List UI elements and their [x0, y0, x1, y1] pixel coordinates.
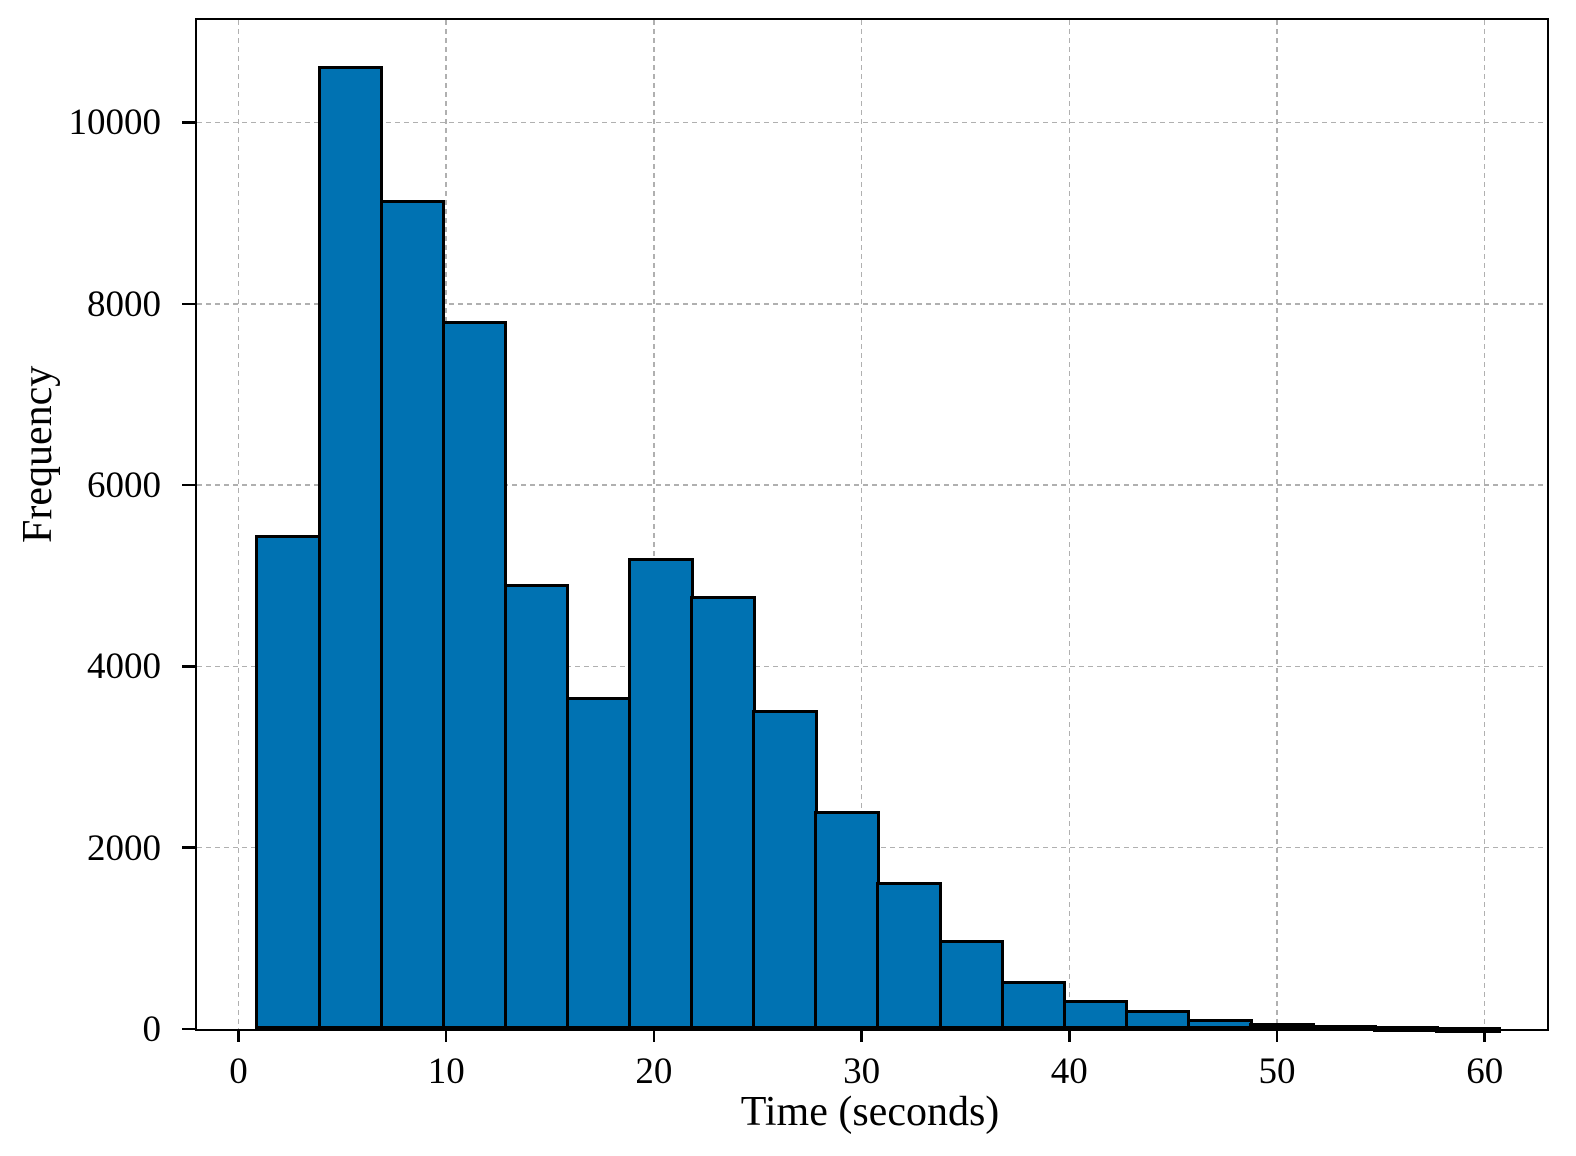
x-tick: [1483, 1029, 1486, 1042]
x-tick-label: 60: [1466, 1051, 1504, 1092]
y-tick-label: 0: [142, 1009, 162, 1050]
histogram-bar: [752, 709, 818, 1029]
x-tick: [1275, 1029, 1279, 1042]
histogram-bar: [1311, 1024, 1377, 1031]
histogram-bar: [317, 66, 384, 1029]
x-tick-label: 20: [635, 1051, 673, 1092]
y-gridline: [197, 121, 1547, 124]
x-tick: [652, 1029, 656, 1042]
histogram-bar: [1249, 1023, 1315, 1030]
histogram-bar: [690, 595, 756, 1029]
x-tick-label: 30: [843, 1051, 881, 1092]
y-tick-label: 2000: [87, 827, 161, 869]
y-gridline: [197, 665, 1547, 668]
histogram-bar: [814, 811, 880, 1029]
histogram-bar: [1373, 1026, 1439, 1033]
histogram-bar: [503, 583, 570, 1029]
histogram-bar: [379, 200, 446, 1029]
x-gridline: [1276, 20, 1278, 1029]
y-tick-label: 8000: [87, 283, 161, 325]
x-gridline: [1068, 20, 1071, 1029]
x-axis-label: Time (seconds): [740, 1089, 1000, 1135]
y-tick: [181, 121, 195, 124]
y-gridline: [197, 302, 1547, 305]
y-tick: [181, 665, 195, 668]
x-tick-label: 0: [229, 1051, 248, 1092]
x-gridline: [1483, 20, 1486, 1029]
y-gridline: [197, 484, 1547, 486]
y-axis-label: Frequency: [15, 365, 61, 543]
histogram-bar: [441, 321, 508, 1029]
x-tick: [237, 1029, 240, 1042]
histogram-bar: [938, 940, 1005, 1029]
histogram-bar: [1186, 1019, 1253, 1029]
x-tick: [860, 1029, 863, 1042]
x-tick-label: 10: [427, 1051, 465, 1092]
y-tick-label: 10000: [68, 102, 162, 144]
y-tick: [181, 846, 195, 849]
plot-inner: 0 10 20 30 40 50 60 0 2000 4000 6000 8000 10000: [69, 20, 1547, 1090]
x-tick-label: 50: [1258, 1051, 1296, 1092]
x-gridline: [860, 20, 863, 1029]
histogram-bar: [255, 534, 322, 1029]
x-tick: [444, 1029, 448, 1042]
plot-area: 0 10 20 30 40 50 60 0 2000 4000 6000 8000 10000: [69, 18, 1549, 1090]
x-tick-label: 40: [1050, 1051, 1088, 1092]
histogram-bar: [876, 882, 943, 1029]
y-tick: [181, 1027, 195, 1031]
histogram-bar: [565, 697, 632, 1029]
histogram-bar: [1000, 981, 1067, 1029]
y-tick: [181, 302, 195, 305]
histogram-bar: [628, 557, 694, 1029]
y-tick-label: 6000: [87, 465, 161, 507]
x-gridline: [237, 20, 240, 1029]
y-tick: [181, 483, 195, 487]
y-tick-label: 4000: [87, 646, 161, 688]
histogram-bar: [1124, 1010, 1191, 1029]
x-gridline: [653, 20, 655, 1029]
histogram-bar: [1435, 1026, 1501, 1033]
x-tick: [1068, 1029, 1071, 1042]
histogram-bar: [1062, 1000, 1129, 1029]
